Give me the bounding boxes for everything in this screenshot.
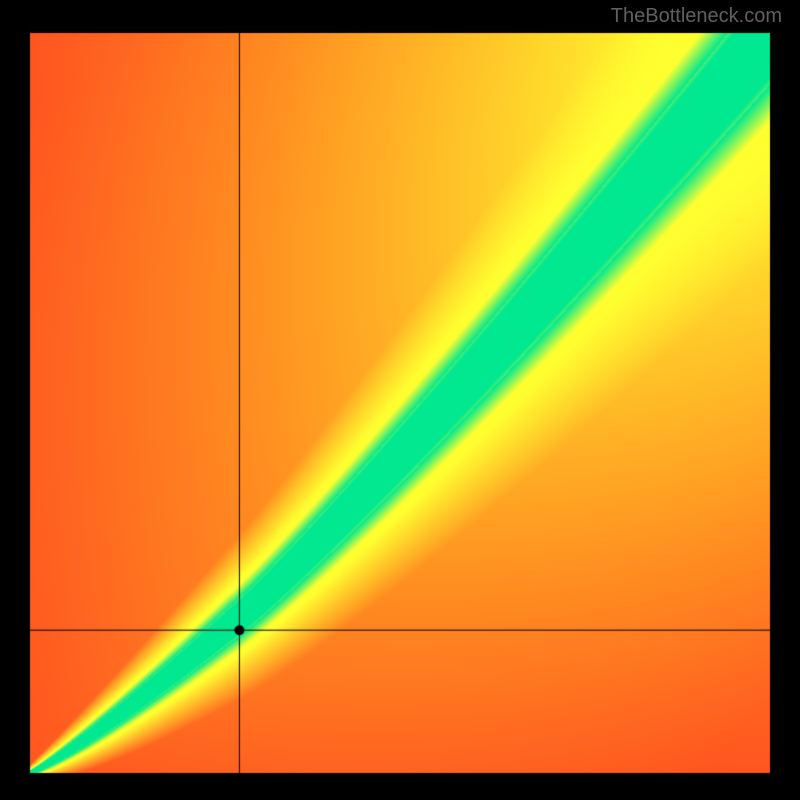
bottleneck-heatmap — [0, 0, 800, 800]
chart-container: TheBottleneck.com — [0, 0, 800, 800]
watermark-text: TheBottleneck.com — [611, 5, 782, 28]
